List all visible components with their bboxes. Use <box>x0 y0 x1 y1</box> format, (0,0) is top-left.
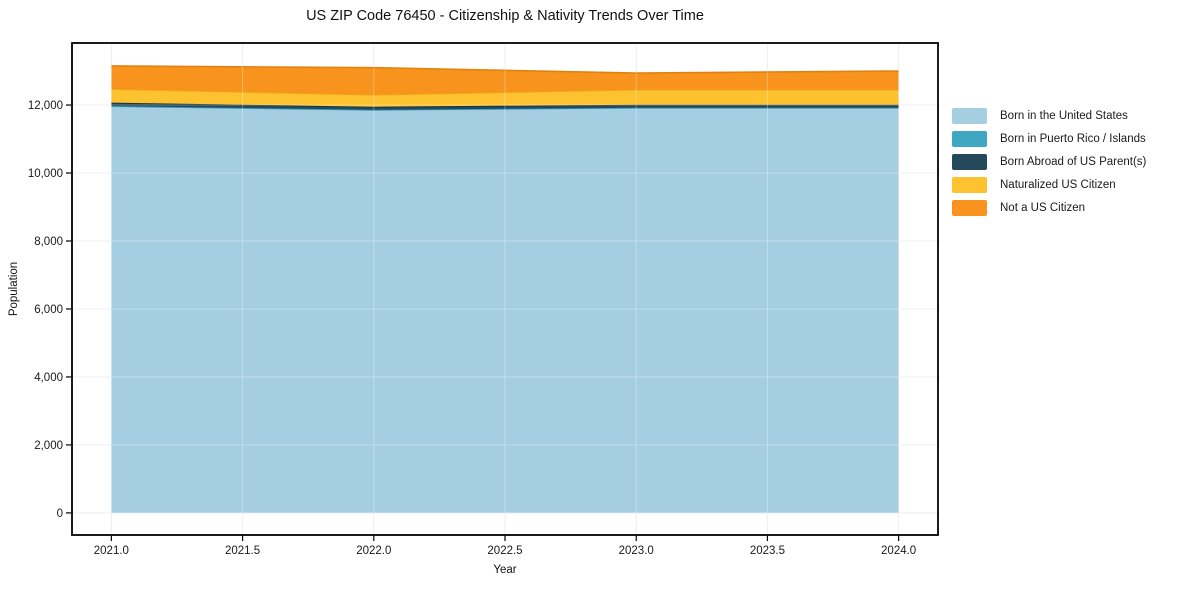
legend-label: Born in the United States <box>1000 109 1128 122</box>
legend-label: Naturalized US Citizen <box>1000 178 1116 191</box>
legend-swatch-icon <box>952 199 987 216</box>
y-tick-label: 0 <box>57 508 63 520</box>
y-axis-title: Population <box>8 261 20 317</box>
legend-label: Not a US Citizen <box>1000 201 1086 214</box>
y-tick-label: 4,000 <box>34 372 63 384</box>
area-edge-series-4 <box>111 65 899 74</box>
plot-border <box>71 42 939 536</box>
legend-item: Born Abroad of US Parent(s) <box>952 150 1146 173</box>
legend-swatch-icon <box>952 107 987 124</box>
legend-item: Born in the United States <box>952 104 1146 127</box>
x-tick-label: 2023.5 <box>750 545 785 557</box>
legend: Born in the United States Born in Puerto … <box>952 104 1146 219</box>
y-tick-label: 12,000 <box>28 100 63 112</box>
x-tick-label: 2021.5 <box>225 545 260 557</box>
y-tick-label: 8,000 <box>34 236 63 248</box>
x-tick-label: 2022.0 <box>356 545 391 557</box>
x-tick-label: 2021.0 <box>94 545 129 557</box>
legend-label: Born in Puerto Rico / Islands <box>1000 132 1146 145</box>
legend-swatch-icon <box>952 153 987 170</box>
y-tick-label: 2,000 <box>34 440 63 452</box>
x-tick-label: 2024.0 <box>881 545 916 557</box>
legend-item: Not a US Citizen <box>952 196 1146 219</box>
x-tick-label: 2022.5 <box>487 545 522 557</box>
legend-swatch-icon <box>952 130 987 147</box>
x-axis-title: Year <box>493 564 517 576</box>
y-tick-label: 6,000 <box>34 304 63 316</box>
legend-label: Born Abroad of US Parent(s) <box>1000 155 1147 168</box>
chart-title: US ZIP Code 76450 - Citizenship & Nativi… <box>306 8 704 24</box>
legend-swatch-icon <box>952 176 987 193</box>
y-tick-label: 10,000 <box>28 168 63 180</box>
legend-item: Naturalized US Citizen <box>952 173 1146 196</box>
x-tick-label: 2023.0 <box>619 545 654 557</box>
legend-item: Born in Puerto Rico / Islands <box>952 127 1146 150</box>
area-series-0 <box>111 106 899 513</box>
